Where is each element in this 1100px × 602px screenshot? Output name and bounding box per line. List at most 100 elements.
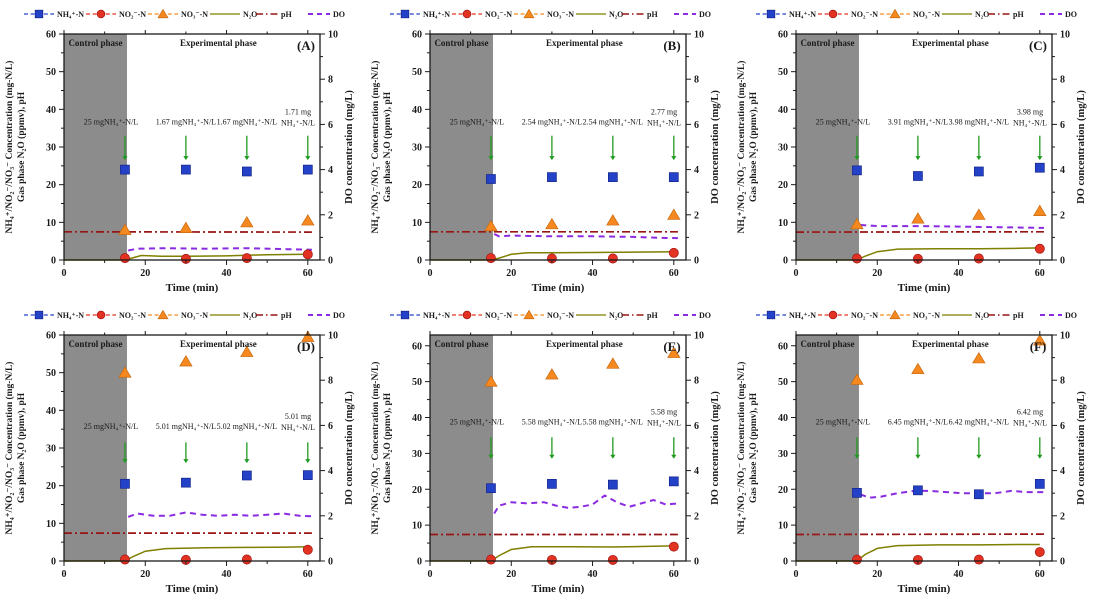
y-left-tick-label: 60 <box>778 30 788 41</box>
y-left-tick-label: 20 <box>46 481 56 492</box>
y-right-tick-label: 10 <box>328 331 338 342</box>
y-right-tick-label: 10 <box>328 30 338 41</box>
series-no3 <box>484 346 681 387</box>
rect-shape <box>302 164 313 175</box>
annotation-text: 5.01 mg <box>285 412 311 421</box>
legend-item-do: DO <box>674 311 711 320</box>
annotation-arrowhead <box>549 156 555 161</box>
y-right-tick-label: 10 <box>1060 30 1070 41</box>
legend-label-n2o: N₂O <box>609 311 623 320</box>
y-right-tick-label: 10 <box>1060 331 1070 342</box>
annotation-1: 25 mgNH₄⁺-N/L <box>84 117 138 161</box>
panel-letter: (B) <box>663 38 680 53</box>
annotation-arrowhead <box>183 156 189 161</box>
polygon-shape <box>240 345 254 357</box>
annotation-1: 25 mgNH₄⁺-N/L <box>84 422 138 464</box>
circle-shape <box>546 253 557 264</box>
circle-shape <box>462 310 472 320</box>
annotation-text: 5.58 mgNH₄⁺-N/L <box>522 418 582 427</box>
x-tick-label: 0 <box>794 569 799 580</box>
y-right-tick-label: 8 <box>1060 75 1065 86</box>
annotation-arrowhead <box>122 156 128 161</box>
legend-item-ph: pH <box>622 311 658 320</box>
panel-letter: (A) <box>297 38 315 53</box>
series-no2 <box>120 249 313 264</box>
polygon-shape <box>157 309 169 320</box>
y-left-title-outer: NH₄⁺/NO₂⁻/NO₃⁻ Concentration (mg-N/L) <box>370 362 381 535</box>
series-nh4 <box>486 476 679 494</box>
legend: NH₄⁺-N NO₂⁻-N NO₃⁻-N N₂O pH DO <box>390 8 711 19</box>
legend-label-do: DO <box>333 311 345 320</box>
y-left-title-outer: NH₄⁺/NO₂⁻/NO₃⁻ Concentration (mg-N/L) <box>736 362 747 535</box>
y-right-tick-label: 6 <box>694 421 699 432</box>
legend-item-n2o: N₂O <box>210 311 257 320</box>
control-phase-label: Control phase <box>68 339 122 349</box>
x-tick-label: 0 <box>62 569 67 580</box>
legend-item-no2: NO₂⁻-N <box>818 310 878 320</box>
polygon-shape <box>1033 334 1047 346</box>
y-left-tick-label: 20 <box>412 180 422 191</box>
polygon-shape <box>911 212 925 224</box>
x-tick-label: 0 <box>794 268 799 279</box>
y-left-tick-label: 60 <box>46 331 56 342</box>
legend-label-no3: NO₃⁻-N <box>547 10 574 19</box>
y-right-tick-label: 6 <box>694 120 699 131</box>
y-right-tick-label: 8 <box>328 376 333 387</box>
y-left-tick-label: 40 <box>778 413 788 424</box>
x-axis-title: Time (min) <box>898 282 951 294</box>
legend-item-no2: NO₂⁻-N <box>86 310 146 320</box>
y-left-tick-label: 60 <box>412 30 422 41</box>
legend-item-ph: pH <box>256 10 292 19</box>
polygon-shape <box>179 355 193 367</box>
x-tick-label: 40 <box>222 569 232 580</box>
circle-shape <box>302 249 313 260</box>
polygon-shape <box>179 221 193 233</box>
y-right-tick-label: 10 <box>694 331 704 342</box>
polygon-shape <box>850 217 864 230</box>
series-do-line <box>493 233 678 240</box>
rect-shape <box>766 9 776 19</box>
polygon-shape <box>118 366 132 378</box>
annotation-3: 6.42 mgNH₄⁺-N/L <box>949 418 1009 459</box>
legend-label-ph: pH <box>647 311 658 320</box>
circle-shape <box>973 554 984 565</box>
y-right-tick-label: 2 <box>328 511 333 522</box>
annotation-arrowhead <box>915 156 921 161</box>
y-left-tick-label: 10 <box>778 521 788 532</box>
annotation-4: 5.58 mg NH₄⁺-N/L <box>647 408 681 459</box>
x-tick-label: 60 <box>669 268 679 279</box>
y-left-tick-label: 10 <box>46 218 56 229</box>
annotation-text: 1.67 mgNH₄⁺-N/L <box>217 117 277 126</box>
annotation-2: 1.67 mgNH₄⁺-N/L <box>156 117 216 161</box>
rect-shape <box>400 310 410 320</box>
annotation-3: 5.58 mgNH₄⁺-N/L <box>583 418 643 459</box>
y-left-tick-label: 0 <box>783 256 788 267</box>
polygon-shape <box>972 208 986 220</box>
y-left-tick-label: 60 <box>46 30 56 41</box>
annotations: 25 mgNH₄⁺-N/L 3.91 mgNH₄⁺-N/L 3.98 mg NH₄⁺-… <box>816 107 1047 161</box>
y-left-tick-label: 60 <box>412 341 422 352</box>
annotations: 25 mgNH₄⁺-N/L 2.54 mgNH₄⁺-N/L 2.54 mgNH₄⁺-… <box>450 107 681 161</box>
legend-label-nh4: NH₄⁺-N <box>57 311 84 320</box>
legend-label-n2o: N₂O <box>243 10 257 19</box>
series-do-line <box>127 511 312 518</box>
series-no2 <box>852 547 1045 565</box>
series-do-line <box>859 489 1044 499</box>
annotation-text: 3.98 mg <box>1017 107 1043 116</box>
polygon-shape <box>301 330 315 342</box>
control-phase-label: Control phase <box>800 339 854 349</box>
legend-label-nh4: NH₄⁺-N <box>789 311 816 320</box>
y-left-tick-label: 50 <box>778 377 788 388</box>
y-left-tick-label: 40 <box>46 105 56 116</box>
y-right-title: DO concentration (mg/L) <box>1076 391 1087 505</box>
polygon-shape <box>545 217 559 230</box>
annotation-arrowhead <box>976 156 982 161</box>
legend-label-no3: NO₃⁻-N <box>913 10 940 19</box>
legend-item-n2o: N₂O <box>576 10 623 19</box>
circle-shape <box>912 253 923 264</box>
rect-shape <box>34 310 44 320</box>
x-axis-title: Time (min) <box>898 583 951 595</box>
y-right-tick-label: 8 <box>328 75 333 86</box>
circle-shape <box>241 554 252 565</box>
circle-shape <box>120 253 130 264</box>
